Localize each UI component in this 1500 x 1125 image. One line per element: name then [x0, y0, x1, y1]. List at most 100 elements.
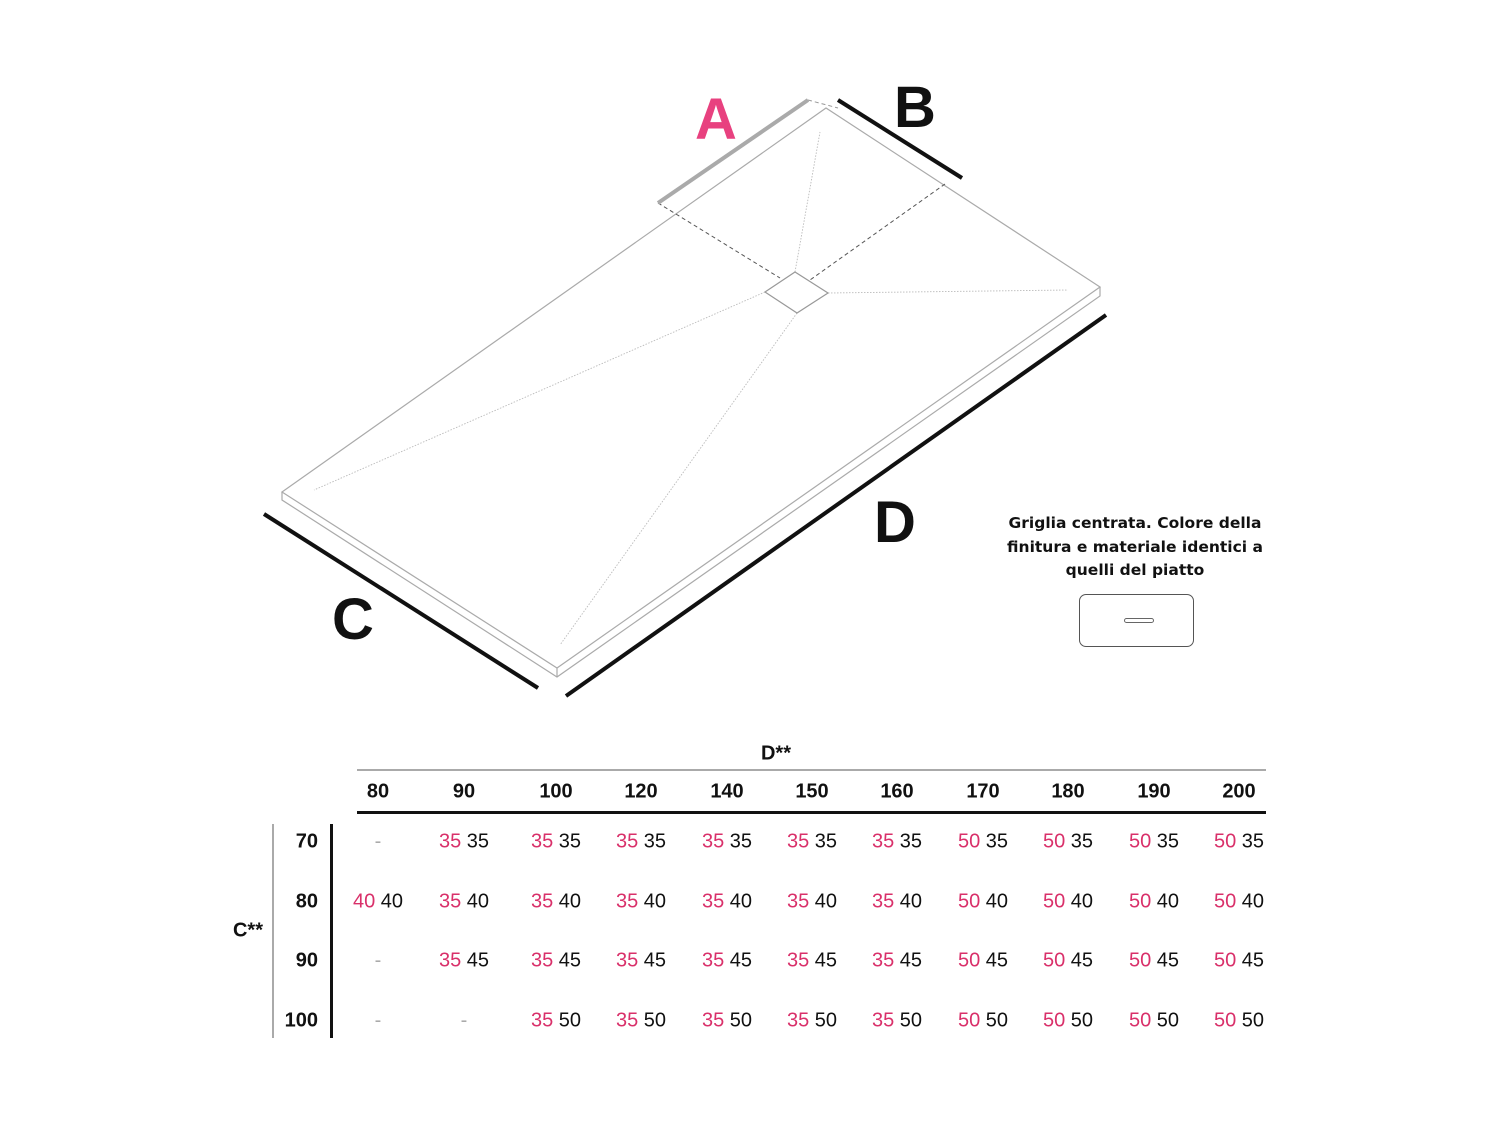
value-b: 35	[553, 830, 582, 853]
value-b: 40	[375, 890, 404, 913]
row-label-divider	[330, 824, 333, 1038]
grate-icon	[1079, 594, 1194, 647]
table-cell: 50 45	[1214, 950, 1264, 973]
value-b: 40	[1236, 890, 1265, 913]
value-b: 35	[1065, 830, 1094, 853]
value-b: 35	[724, 830, 753, 853]
column-axis-label: D**	[760, 742, 792, 765]
column-header: 140	[710, 780, 744, 803]
table-cell: 35 45	[702, 950, 752, 973]
value-b: 40	[809, 890, 838, 913]
value-a: 35	[438, 890, 462, 913]
drain-grate	[763, 271, 830, 314]
value-a: 50	[1128, 830, 1152, 853]
dimension-c-label: C	[332, 587, 374, 652]
table-cell: 35 40	[872, 891, 922, 914]
row-header: 70	[295, 830, 318, 853]
table-cell: 35 50	[616, 1010, 666, 1033]
table-cell: 35 40	[531, 891, 581, 914]
column-header: 160	[880, 780, 914, 803]
table-cell: -	[460, 1009, 468, 1032]
value-b: 45	[894, 949, 923, 972]
grate-note: Griglia centrata. Colore della finitura …	[1007, 514, 1263, 579]
value-a: 35	[438, 949, 462, 972]
value-b: 50	[980, 1009, 1009, 1032]
table-cell: 35 45	[439, 950, 489, 973]
table-cell: 35 45	[531, 950, 581, 973]
table-cell: 35 35	[872, 831, 922, 854]
column-header: 100	[539, 780, 573, 803]
row-axis-label: C**	[232, 919, 264, 942]
value-b: 50	[724, 1009, 753, 1032]
dimension-guides	[657, 99, 946, 281]
table-cell: 50 35	[1129, 831, 1179, 854]
value-b: 40	[724, 890, 753, 913]
value-a: 50	[1042, 890, 1066, 913]
value-b: 40	[1151, 890, 1180, 913]
value-a: 50	[957, 949, 981, 972]
column-header: 120	[624, 780, 658, 803]
value-a: 35	[871, 890, 895, 913]
value-a: 50	[1213, 830, 1237, 853]
table-cell: 35 35	[439, 831, 489, 854]
table-cell: 35 50	[702, 1010, 752, 1033]
value-a: 50	[957, 890, 981, 913]
value-a: 35	[530, 1009, 554, 1032]
value-a: 35	[438, 830, 462, 853]
dimension-d-line	[564, 313, 1108, 698]
table-cell: 50 50	[958, 1010, 1008, 1033]
value-b: 45	[980, 949, 1009, 972]
value-b: 50	[1151, 1009, 1180, 1032]
table-cell: -	[374, 1009, 382, 1032]
dimension-a-line	[656, 98, 810, 205]
value-a: 40	[352, 890, 376, 913]
value-b: 45	[724, 949, 753, 972]
value-a: 35	[615, 949, 639, 972]
value-a: 35	[530, 830, 554, 853]
table-cell: 35 45	[872, 950, 922, 973]
value-a: 50	[1128, 1009, 1152, 1032]
grate-slot-icon	[1124, 618, 1154, 623]
table-cell: 35 40	[616, 891, 666, 914]
value-a: 35	[701, 830, 725, 853]
table-cell: -	[374, 949, 382, 972]
table-cell: 35 35	[702, 831, 752, 854]
table-cell: 50 40	[1214, 891, 1264, 914]
value-b: 45	[553, 949, 582, 972]
table-cell: 35 40	[702, 891, 752, 914]
value-a: 50	[1128, 890, 1152, 913]
value-b: 45	[1151, 949, 1180, 972]
value-b: 50	[553, 1009, 582, 1032]
value-b: 45	[638, 949, 667, 972]
table-cell: -	[374, 830, 382, 853]
value-a: 35	[786, 1009, 810, 1032]
table-cell: 50 50	[1129, 1010, 1179, 1033]
value-a: 35	[615, 1009, 639, 1032]
slope-lines	[313, 131, 1069, 646]
table-cell: 50 50	[1043, 1010, 1093, 1033]
value-a: 50	[1213, 1009, 1237, 1032]
table-cell: 50 45	[958, 950, 1008, 973]
table-cell: 35 40	[439, 891, 489, 914]
table-cell: 50 45	[1129, 950, 1179, 973]
header-top-divider	[357, 769, 1266, 771]
table-cell: 35 35	[787, 831, 837, 854]
value-b: 50	[809, 1009, 838, 1032]
value-b: 40	[1065, 890, 1094, 913]
value-b: 45	[461, 949, 490, 972]
table-cell: 35 50	[531, 1010, 581, 1033]
value-a: 50	[1128, 949, 1152, 972]
value-a: 35	[786, 949, 810, 972]
table-cell: 50 35	[1043, 831, 1093, 854]
column-header: 170	[966, 780, 1000, 803]
value-a: 35	[530, 949, 554, 972]
value-b: 40	[894, 890, 923, 913]
table-cell: 50 45	[1043, 950, 1093, 973]
table-cell: 35 40	[787, 891, 837, 914]
table-cell: 40 40	[353, 891, 403, 914]
value-b: 45	[809, 949, 838, 972]
value-a: 35	[701, 949, 725, 972]
value-b: 35	[461, 830, 490, 853]
value-a: 35	[871, 1009, 895, 1032]
